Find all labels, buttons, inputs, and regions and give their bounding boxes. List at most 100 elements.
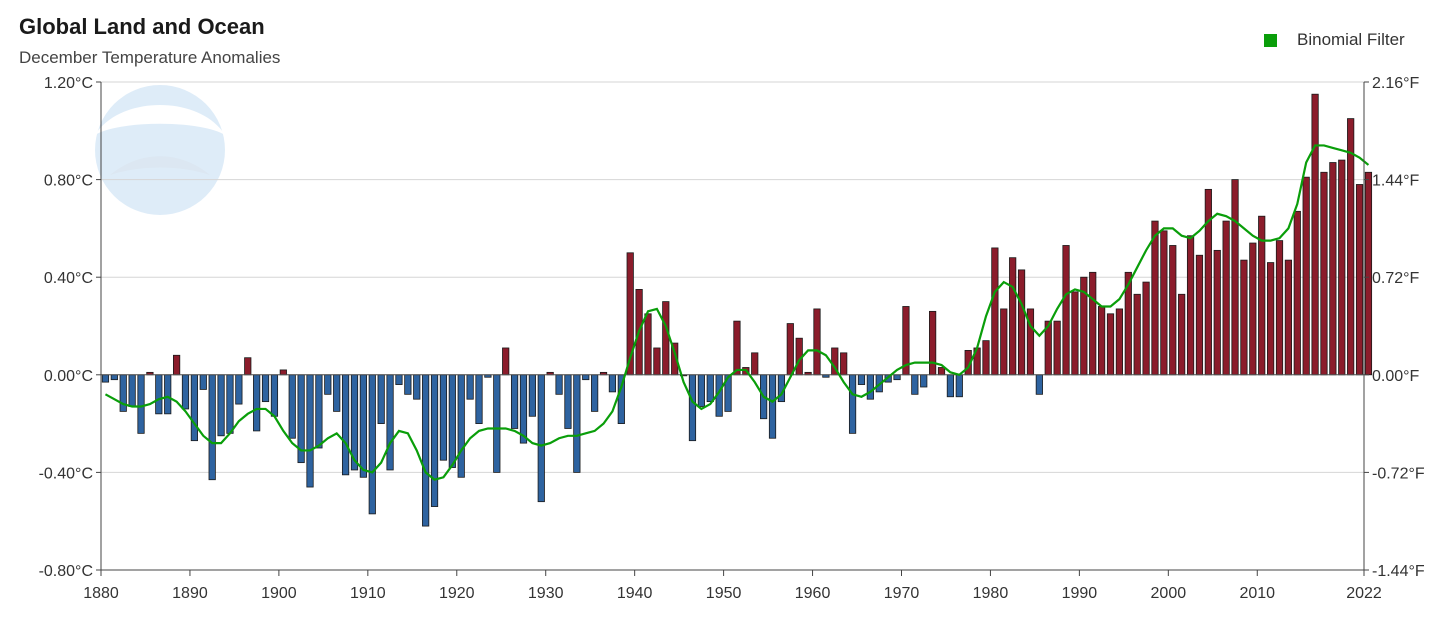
bar [386, 374, 394, 471]
bar [1017, 269, 1026, 376]
y-tick-label-left: 0.80°C [44, 173, 93, 190]
bar [137, 374, 145, 434]
bar [955, 374, 963, 398]
bar [1329, 162, 1337, 376]
bar [519, 374, 528, 444]
bar [866, 374, 874, 400]
x-tick-label: 1930 [528, 585, 564, 602]
bar [439, 374, 448, 461]
y-tick-label-left: 0.00°C [44, 368, 93, 385]
y-tick-label-right: 0.72°F [1372, 270, 1420, 287]
x-tick-label: 2000 [1151, 585, 1187, 602]
bar [1347, 118, 1355, 376]
bar [341, 374, 350, 476]
bar [217, 374, 225, 437]
bar [493, 374, 501, 473]
bar [1062, 245, 1070, 376]
x-tick-label: 2010 [1239, 585, 1275, 602]
chart-title: Global Land and Ocean [19, 14, 265, 39]
bar [457, 374, 465, 478]
bar [706, 374, 714, 403]
bar [653, 347, 661, 376]
bar [840, 352, 848, 376]
bar [101, 374, 110, 383]
bar [333, 374, 341, 412]
chart-subtitle: December Temperature Anomalies [19, 48, 281, 67]
noaa-logo-watermark [95, 85, 225, 215]
bar [315, 374, 323, 449]
x-tick-label: 1960 [795, 585, 831, 602]
bar [608, 374, 617, 393]
bar [413, 374, 421, 400]
bar [573, 374, 581, 473]
legend-swatch [1264, 33, 1277, 47]
bar [786, 323, 794, 376]
bar [937, 367, 946, 376]
x-tick-label: 1950 [706, 585, 742, 602]
bar [1240, 259, 1248, 376]
bar [181, 374, 190, 410]
bar [1151, 220, 1159, 376]
bar [1213, 249, 1221, 376]
bar [377, 374, 385, 424]
bar [110, 374, 118, 381]
x-tick-label: 1890 [172, 585, 208, 602]
bar [288, 374, 296, 439]
bar [128, 374, 136, 407]
bar [1231, 179, 1239, 376]
bar [1009, 257, 1017, 376]
y-tick-label-right: 2.16°F [1372, 75, 1420, 92]
bar [688, 374, 697, 442]
bar [190, 374, 198, 442]
bar [1222, 220, 1230, 376]
bar [1338, 159, 1346, 376]
bar [733, 320, 741, 376]
bar [982, 340, 990, 376]
bar [1249, 242, 1257, 376]
x-tick-label: 1920 [439, 585, 475, 602]
legend-label: Binomial Filter [1297, 30, 1405, 49]
bar [253, 374, 261, 432]
bar [991, 247, 999, 376]
y-tick-label-left: -0.40°C [39, 465, 93, 482]
bar [404, 374, 412, 395]
bar [697, 374, 705, 407]
y-tick-label-left: 1.20°C [44, 75, 93, 92]
x-tick-label: 1990 [1062, 585, 1098, 602]
bar [929, 310, 937, 376]
bar [306, 374, 314, 488]
bar [564, 374, 572, 429]
x-tick-label: 1980 [973, 585, 1009, 602]
bar [911, 374, 919, 395]
bar [422, 374, 430, 527]
bar [475, 374, 483, 424]
y-tick-label-right: 0.00°F [1372, 368, 1420, 385]
bar [270, 374, 279, 417]
x-tick-label: 1900 [261, 585, 297, 602]
bar [644, 313, 652, 376]
x-tick-label: 1970 [884, 585, 920, 602]
bar [261, 374, 270, 403]
bar [1355, 184, 1364, 376]
bar [537, 374, 545, 503]
bar [1098, 306, 1106, 376]
bar [1275, 240, 1284, 376]
bar [208, 374, 216, 481]
bar [768, 374, 777, 439]
bar [1204, 188, 1212, 376]
bar [244, 357, 252, 376]
bar [591, 374, 599, 412]
bar [1071, 291, 1079, 376]
y-tick-label-left: 0.40°C [44, 270, 93, 287]
y-tick-label-right: -0.72°F [1372, 465, 1425, 482]
bar [1320, 171, 1328, 376]
bar [448, 374, 456, 468]
bar [466, 374, 474, 400]
bar [751, 352, 759, 376]
x-tick-label: 1940 [617, 585, 653, 602]
bar [1089, 271, 1097, 376]
y-tick-label-right: 1.44°F [1372, 173, 1420, 190]
legend[interactable]: Binomial Filter [1264, 30, 1405, 50]
bar [1106, 313, 1115, 376]
bar [1311, 93, 1319, 376]
